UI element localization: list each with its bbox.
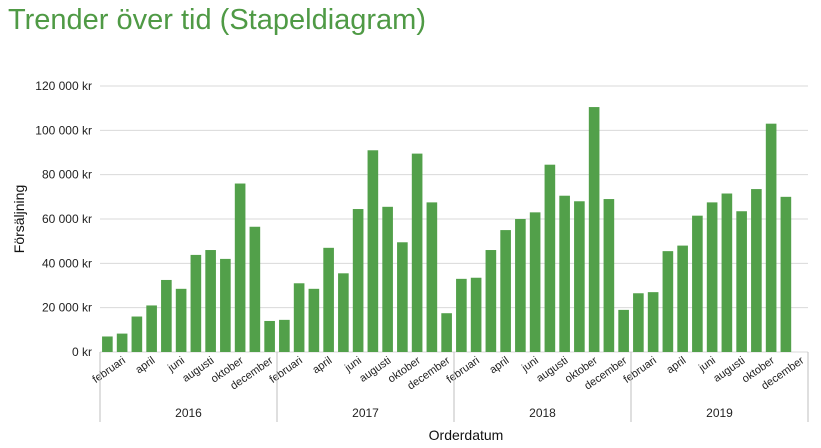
bar (102, 336, 113, 352)
year-label: 2017 (352, 406, 379, 420)
bar (662, 251, 674, 352)
bars (102, 107, 792, 353)
bar (485, 250, 497, 352)
bar (529, 212, 541, 352)
y-tick-label: 20 000 kr (42, 301, 92, 315)
bar (382, 206, 393, 352)
x-tick-label: februari (90, 355, 127, 386)
bar (338, 273, 349, 352)
year-axis: 2016 2017 2018 2019 (99, 352, 809, 422)
bar (411, 153, 423, 352)
bar (721, 193, 733, 352)
bar (190, 254, 202, 352)
bar (220, 258, 231, 352)
y-tick-label: 60 000 kr (42, 212, 92, 226)
y-tick-label: 40 000 kr (42, 256, 92, 270)
bar (249, 226, 261, 352)
y-axis-title: Försäljning (11, 185, 27, 253)
bar (559, 195, 570, 352)
bar (500, 230, 511, 352)
bar (308, 288, 320, 352)
x-axis-title: Orderdatum (429, 427, 504, 443)
bar (234, 183, 246, 352)
bar (352, 209, 364, 352)
bar (751, 189, 762, 352)
bar (736, 211, 747, 352)
bar (205, 250, 216, 352)
x-tick-label: april (487, 355, 511, 377)
bar (161, 279, 172, 352)
bar (116, 333, 128, 352)
bar (647, 292, 659, 352)
x-tick-label: februari (267, 355, 304, 386)
bar (706, 202, 718, 353)
bar (426, 202, 438, 353)
year-label: 2016 (175, 406, 202, 420)
bar (264, 320, 275, 352)
bar (131, 316, 143, 352)
bar (544, 164, 556, 352)
bar (677, 245, 688, 352)
bar (456, 278, 467, 352)
grid-lines (100, 85, 808, 353)
bar (323, 247, 334, 352)
year-label: 2018 (529, 406, 556, 420)
bar (279, 319, 290, 352)
y-tick-label: 100 000 kr (35, 123, 92, 137)
x-tick-label: april (664, 355, 688, 377)
bar (367, 150, 379, 352)
bar (397, 242, 408, 352)
x-tick-label: april (310, 355, 334, 377)
bar (633, 293, 644, 352)
bar (618, 309, 629, 352)
page-title: Trender över tid (Stapeldiagram) (8, 4, 426, 36)
x-tick-label: februari (621, 355, 658, 386)
x-tick-label: april (133, 355, 157, 377)
bar (588, 107, 600, 352)
bar (765, 123, 777, 353)
x-tick-label: februari (444, 355, 481, 386)
x-axis-ticks: februari april juniaugustioktoberdecemberf… (90, 354, 806, 392)
y-axis-ticks: 0 kr 20 000 kr 40 000 kr 60 000 kr 80 000 kr… (35, 79, 92, 359)
bar (470, 277, 482, 352)
bar (515, 219, 526, 352)
year-label: 2019 (706, 406, 733, 420)
bar (574, 201, 585, 352)
bar (603, 199, 615, 352)
bar (692, 215, 703, 352)
y-tick-label: 80 000 kr (42, 168, 92, 182)
bar (780, 196, 792, 352)
bar (146, 305, 157, 352)
bar (293, 283, 305, 352)
bar (441, 313, 452, 352)
y-tick-label: 120 000 kr (35, 79, 92, 93)
bar (175, 288, 187, 352)
y-tick-label: 0 kr (72, 345, 92, 359)
